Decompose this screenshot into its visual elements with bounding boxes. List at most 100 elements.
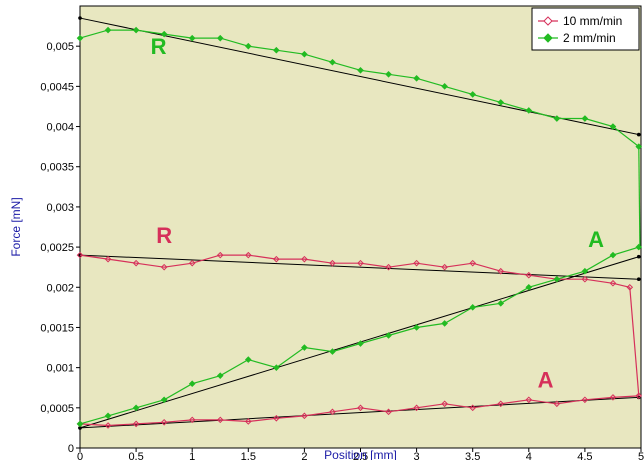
- data-point: [188, 416, 196, 424]
- data-point: [525, 107, 533, 114]
- y-axis-label: Force [mN]: [9, 197, 23, 256]
- y-tick-label: 0,003: [46, 202, 74, 214]
- data-point: [301, 50, 308, 58]
- data-point: [357, 340, 364, 347]
- data-point: [609, 251, 617, 259]
- legend-entry: 10 mm/min: [538, 14, 622, 28]
- y-tick-label: 0,0035: [40, 162, 74, 174]
- data-point: [497, 400, 505, 408]
- data-point: [104, 26, 112, 34]
- fit-line: [79, 254, 639, 280]
- data-point: [188, 259, 196, 267]
- y-tick-label: 0,005: [46, 41, 74, 53]
- plot-area: [79, 5, 642, 449]
- data-point: [104, 412, 112, 420]
- data-point: [609, 123, 617, 130]
- data-point: [497, 267, 505, 275]
- legend-label: 10 mm/min: [563, 14, 622, 28]
- data-point: [132, 404, 140, 412]
- data-point: [273, 255, 280, 263]
- transition-line: [629, 287, 640, 396]
- data-point: [441, 263, 448, 271]
- data-point: [244, 251, 252, 259]
- data-point: [609, 279, 617, 287]
- y-tick-label: 0,0005: [40, 403, 74, 415]
- x-tick-label: 0: [77, 451, 83, 460]
- data-point: [160, 396, 168, 404]
- data-point: [329, 348, 336, 355]
- data-point: [329, 408, 336, 416]
- data-point: [635, 243, 643, 251]
- x-tick-label: 4: [526, 451, 532, 460]
- data-point: [244, 418, 252, 425]
- annotation-label: R: [151, 34, 167, 59]
- data-point: [525, 283, 533, 291]
- data-point: [413, 259, 420, 267]
- x-tick-label: 3: [414, 451, 420, 460]
- retract-line: [79, 254, 630, 288]
- transition-line: [638, 146, 641, 248]
- annotations: R R A A: [151, 34, 605, 393]
- fit-endpoint: [636, 277, 641, 282]
- y-tick-label: 0,0015: [40, 322, 74, 334]
- series-10-mm-min: [76, 251, 643, 429]
- y-tick-label: 0,0045: [40, 81, 74, 93]
- data-point: [525, 271, 533, 279]
- x-tick-label: 1: [189, 451, 195, 460]
- data-point: [76, 251, 84, 259]
- data-point: [104, 255, 112, 263]
- data-point: [273, 414, 280, 422]
- data-point: [626, 283, 634, 291]
- x-tick-label: 5: [638, 451, 644, 460]
- approach-line: [79, 395, 639, 427]
- data-point: [132, 420, 140, 428]
- series-group: [76, 26, 643, 429]
- data-point: [385, 332, 392, 339]
- y-tick-label: 0,004: [46, 122, 74, 134]
- data-point: [553, 275, 561, 283]
- data-point: [441, 83, 448, 90]
- data-point: [413, 324, 420, 331]
- data-point: [413, 404, 420, 412]
- data-point: [635, 143, 643, 150]
- data-point: [553, 115, 561, 122]
- y-tick-label: 0,002: [46, 282, 74, 294]
- data-point: [581, 267, 589, 275]
- data-point: [413, 75, 420, 82]
- data-point: [525, 396, 533, 404]
- data-point: [188, 34, 196, 42]
- y-tick-label: 0,001: [46, 363, 74, 375]
- data-point: [497, 300, 505, 307]
- data-point: [188, 380, 196, 388]
- data-point: [581, 275, 589, 283]
- x-tick-label: 2: [301, 451, 307, 460]
- data-point: [357, 66, 364, 74]
- fit-endpoint: [636, 254, 641, 259]
- data-point: [273, 364, 280, 371]
- data-point: [441, 320, 448, 327]
- data-point: [104, 422, 112, 429]
- legend-box: [531, 7, 640, 51]
- data-point: [329, 58, 336, 66]
- data-point: [273, 46, 280, 54]
- data-point: [132, 26, 140, 34]
- data-point: [160, 30, 168, 38]
- data-point: [216, 34, 224, 42]
- data-point: [160, 418, 168, 426]
- data-point: [441, 400, 448, 408]
- fit-endpoint: [636, 132, 641, 137]
- data-point: [385, 71, 392, 78]
- data-point: [609, 394, 617, 401]
- legend-entry: 2 mm/min: [538, 31, 616, 45]
- fit-endpoint: [636, 395, 641, 400]
- data-point: [216, 372, 224, 379]
- annotation-label: R: [156, 223, 172, 248]
- data-point: [497, 99, 505, 106]
- data-point: [216, 251, 224, 259]
- annotation-label: A: [588, 227, 604, 252]
- x-tick-label: 4,5: [577, 451, 592, 460]
- data-point: [301, 255, 308, 263]
- data-point: [469, 259, 477, 267]
- data-point: [76, 420, 84, 428]
- data-point: [357, 404, 364, 412]
